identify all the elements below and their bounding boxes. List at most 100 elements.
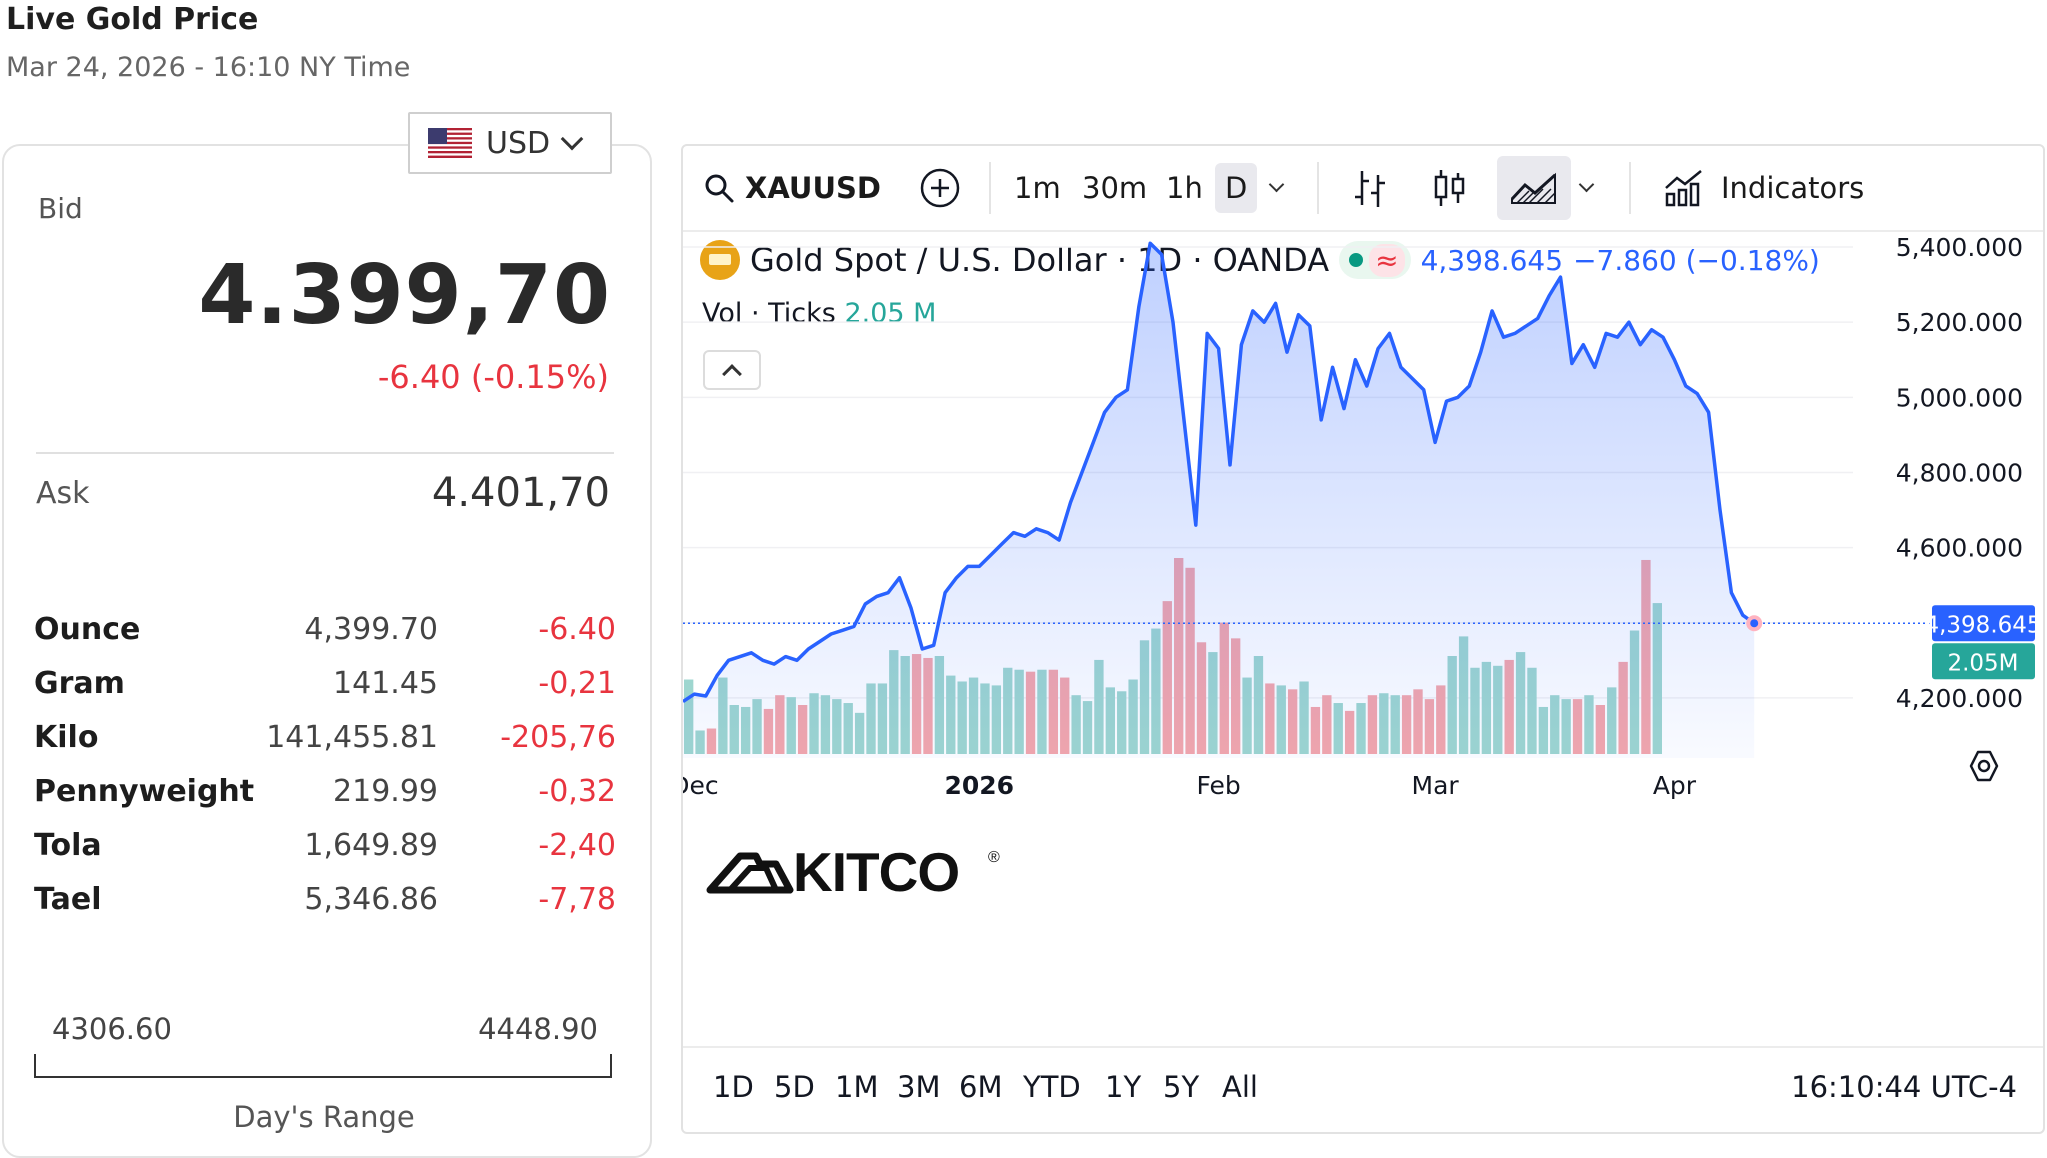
unit-change: -205,76 xyxy=(500,720,616,755)
ask-price: 4.401,70 xyxy=(431,470,610,516)
bid-change: -6.40 (-0.15%) xyxy=(377,358,609,396)
interval-dropdown[interactable] xyxy=(1268,146,1285,230)
chart-legend: Gold Spot / U.S. Dollar · 1D · OANDA ≈ 4… xyxy=(700,240,1820,280)
unit-name: Ounce xyxy=(34,612,141,647)
area-chart-icon xyxy=(1510,172,1557,204)
ohlc-bars-icon xyxy=(1355,171,1385,207)
price-axis[interactable]: 4,200.000 4,600.000 4,800.000 5,000.000 5,20… xyxy=(1896,233,2023,713)
volume-badge xyxy=(1932,643,2035,680)
us-flag-icon xyxy=(428,128,472,158)
settings-icon xyxy=(1969,750,1999,782)
page-title: Live Gold Price xyxy=(6,2,259,37)
x-tick-label: Dec xyxy=(683,771,719,800)
interval-1m[interactable]: 1m xyxy=(1014,171,1061,205)
range-ytd[interactable]: YTD xyxy=(1023,1070,1081,1104)
currency-select[interactable]: USD xyxy=(408,112,612,174)
y-tick-label: 5,200.000 xyxy=(1896,308,2023,337)
unit-row-ounce: Ounce 4,399.70 -6.40 xyxy=(34,612,616,662)
day-range-bar xyxy=(34,1054,612,1078)
symbol-label: XAUUSD xyxy=(745,171,881,205)
price-area-fill xyxy=(683,243,1755,759)
candlestick-icon xyxy=(1434,170,1465,206)
unit-price: 219.99 xyxy=(333,774,438,809)
symbol-search[interactable]: XAUUSD xyxy=(703,146,881,230)
x-tick-label: Feb xyxy=(1196,771,1240,800)
last-price-badge-text: 4,398.645 xyxy=(1924,612,2041,638)
approx-badge: ≈ xyxy=(1369,243,1405,277)
candle-chart-type-button[interactable] xyxy=(1431,146,1469,230)
last-price-badge xyxy=(1932,605,2035,642)
last-price-marker xyxy=(1746,615,1763,632)
unit-row-kilo: Kilo 141,455.81 -205,76 xyxy=(34,720,616,770)
unit-row-tola: Tola 1,649.89 -2,40 xyxy=(34,828,616,878)
watermark-text: KITCO xyxy=(793,841,959,903)
unit-row-gram: Gram 141.45 -0,21 xyxy=(34,666,616,716)
area-chart-type-button[interactable] xyxy=(1497,156,1571,220)
time-axis[interactable]: Dec 2026 Feb Mar Apr xyxy=(683,771,1697,800)
range-1y[interactable]: 1Y xyxy=(1105,1070,1142,1104)
legend-change: −7.860 (−0.18%) xyxy=(1573,243,1820,277)
unit-price: 141,455.81 xyxy=(266,720,438,755)
status-dot-icon xyxy=(1349,253,1364,267)
indicators-label: Indicators xyxy=(1721,171,1865,205)
range-6m[interactable]: 6M xyxy=(959,1070,1003,1104)
interval-d[interactable]: D xyxy=(1215,160,1258,216)
range-1m[interactable]: 1M xyxy=(835,1070,879,1104)
currency-label: USD xyxy=(486,125,551,161)
unit-name: Gram xyxy=(34,666,125,701)
add-circle-icon xyxy=(920,168,960,208)
day-range-label: Day's Range xyxy=(233,1100,415,1134)
price-line xyxy=(683,241,1756,704)
chart-clock: 16:10:44 UTC-4 xyxy=(1791,1070,2017,1104)
range-5d[interactable]: 5D xyxy=(774,1070,815,1104)
unit-change: -0,32 xyxy=(538,774,616,809)
volume-legend: Vol · Ticks 2.05 M xyxy=(702,298,936,329)
collapse-legend-button[interactable] xyxy=(703,350,761,390)
y-tick-label: 4,800.000 xyxy=(1896,458,2023,487)
unit-price: 4,399.70 xyxy=(304,612,438,647)
unit-row-pennyweight: Pennyweight 219.99 -0,32 xyxy=(34,774,616,824)
x-tick-label: Mar xyxy=(1412,771,1460,800)
x-tick-label: 2026 xyxy=(944,771,1014,800)
price-card xyxy=(2,144,652,1158)
y-tick-label: 5,000.000 xyxy=(1896,383,2023,412)
unit-change: -7,78 xyxy=(538,882,616,917)
y-tick-label: 4,600.000 xyxy=(1896,534,2023,563)
chart-toolbar: XAUUSD 1m 30m 1h D xyxy=(683,146,2043,232)
indicators-button[interactable]: Indicators xyxy=(1663,146,1864,230)
range-3m[interactable]: 3M xyxy=(897,1070,941,1104)
legend-last-price: 4,398.645 xyxy=(1420,243,1564,277)
volume-badge-text: 2.05M xyxy=(1947,650,2018,676)
volume-legend-label: Vol · Ticks xyxy=(702,298,836,329)
interval-1h[interactable]: 1h xyxy=(1166,171,1203,205)
chart-type-dropdown[interactable] xyxy=(1578,146,1595,230)
range-5y[interactable]: 5Y xyxy=(1163,1070,1200,1104)
interval-30m[interactable]: 30m xyxy=(1082,171,1148,205)
range-all[interactable]: All xyxy=(1222,1070,1258,1104)
volume-legend-value: 2.05 M xyxy=(844,298,937,329)
chevron-down-icon xyxy=(1268,176,1285,192)
search-icon xyxy=(705,174,734,203)
chevron-down-icon xyxy=(1578,176,1595,192)
x-tick-label: Apr xyxy=(1653,771,1697,800)
chevron-down-icon xyxy=(560,127,584,151)
range-1d[interactable]: 1D xyxy=(713,1070,754,1104)
compare-button[interactable] xyxy=(919,146,961,230)
day-range-high: 4448.90 xyxy=(478,1012,598,1046)
y-tick-label: 5,400.000 xyxy=(1896,233,2023,262)
bid-price: 4.399,70 xyxy=(198,248,611,343)
y-tick-label: 4,200.000 xyxy=(1896,684,2023,713)
unit-name: Kilo xyxy=(34,720,99,755)
chart-settings-button[interactable] xyxy=(1969,750,1999,782)
price-chart[interactable]: 4,200.000 4,600.000 4,800.000 5,000.000 5,20… xyxy=(683,232,2043,1044)
unit-price: 5,346.86 xyxy=(304,882,438,917)
kitco-watermark: KITCO ® xyxy=(706,841,1000,903)
bid-label: Bid xyxy=(38,192,83,225)
kitco-logo-icon xyxy=(706,852,794,894)
unit-change: -6.40 xyxy=(538,612,616,647)
divider xyxy=(36,452,614,454)
unit-change: -2,40 xyxy=(538,828,616,863)
bar-chart-type-button[interactable] xyxy=(1351,146,1389,230)
unit-name: Pennyweight xyxy=(34,774,255,809)
unit-change: -0,21 xyxy=(538,666,616,701)
